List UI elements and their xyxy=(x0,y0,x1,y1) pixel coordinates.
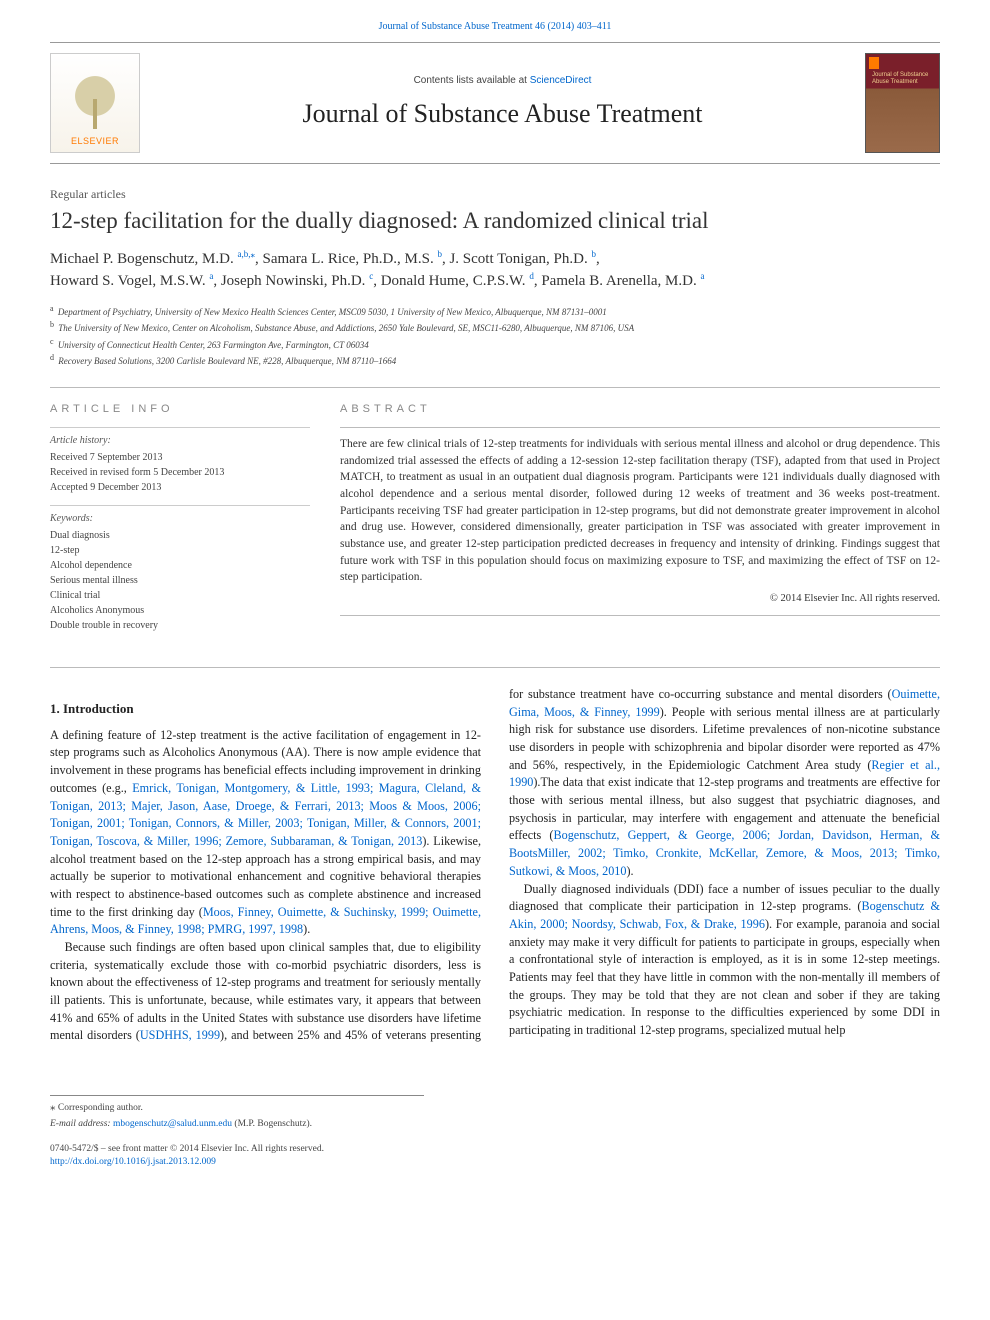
article-title: 12-step facilitation for the dually diag… xyxy=(50,207,940,236)
author: Pamela B. Arenella, M.D. a xyxy=(541,273,704,289)
article-type: Regular articles xyxy=(50,186,940,203)
journal-citation-link[interactable]: Journal of Substance Abuse Treatment 46 … xyxy=(379,21,612,32)
body-text: Because such findings are often based up… xyxy=(50,940,481,1007)
author-affiliation-marker: b xyxy=(592,249,597,259)
keyword: Double trouble in recovery xyxy=(50,618,310,633)
footer-legal: 0740-5472/$ – see front matter © 2014 El… xyxy=(50,1143,940,1170)
publisher-logo[interactable]: ELSEVIER xyxy=(50,53,140,153)
body-rule xyxy=(50,667,940,668)
body-para: A defining feature of 12-step treatment … xyxy=(50,727,481,939)
affiliation-marker: b xyxy=(50,320,54,329)
corresponding-marker[interactable]: ⁎ xyxy=(250,249,255,259)
affiliation-link[interactable]: a,b, xyxy=(237,249,250,259)
author-list: Michael P. Bogenschutz, M.D. a,b,⁎, Sama… xyxy=(50,248,940,293)
affiliation-marker: a xyxy=(50,304,54,313)
history-line: Received 7 September 2013 xyxy=(50,450,310,465)
contents-text: Contents lists available at xyxy=(414,75,530,86)
article-info: article info Article history: Received 7… xyxy=(50,402,310,643)
author: Joseph Nowinski, Ph.D. c xyxy=(221,273,373,289)
email-link[interactable]: mbogenschutz@salud.unm.edu xyxy=(113,1119,232,1129)
author-affiliation-marker: c xyxy=(369,271,373,281)
abstract: abstract There are few clinical trials o… xyxy=(340,402,940,643)
elsevier-tree-icon xyxy=(65,75,125,135)
affiliation-link[interactable]: b xyxy=(592,249,597,259)
affiliation-marker: d xyxy=(50,353,54,362)
abstract-rule-bottom xyxy=(340,615,940,616)
history-head: Article history: xyxy=(50,434,310,448)
author: J. Scott Tonigan, Ph.D. b xyxy=(449,251,596,267)
affiliation-link[interactable]: a xyxy=(700,271,704,281)
journal-cover-thumb[interactable]: Journal of Substance Abuse Treatment xyxy=(865,53,940,153)
body-text: ). xyxy=(627,864,634,878)
article-info-label: article info xyxy=(50,402,310,417)
publisher-label: ELSEVIER xyxy=(71,135,119,148)
author-affiliation-marker: a,b,⁎ xyxy=(237,249,255,259)
contents-available: Contents lists available at ScienceDirec… xyxy=(140,74,865,88)
keyword: 12-step xyxy=(50,543,310,558)
affiliation-link[interactable]: d xyxy=(529,271,534,281)
issn-line: 0740-5472/$ – see front matter © 2014 El… xyxy=(50,1143,940,1156)
author-affiliation-marker: a xyxy=(209,271,213,281)
body-text: ). xyxy=(303,922,310,936)
cover-badge-icon xyxy=(869,57,879,69)
affiliation-marker: c xyxy=(50,337,54,346)
abstract-label: abstract xyxy=(340,402,940,417)
author: Howard S. Vogel, M.S.W. a xyxy=(50,273,213,289)
author-affiliation-marker: a xyxy=(700,271,704,281)
keyword: Serious mental illness xyxy=(50,573,310,588)
email-label: E-mail address: xyxy=(50,1119,111,1129)
body-text: ). For example, paranoia and social anxi… xyxy=(509,917,940,1037)
corr-text: Corresponding author. xyxy=(58,1103,143,1113)
author-affiliation-marker: b xyxy=(437,249,442,259)
author: Michael P. Bogenschutz, M.D. a,b,⁎ xyxy=(50,251,255,267)
affiliation: c University of Connecticut Health Cente… xyxy=(50,336,940,353)
corresponding-footnote: ⁎ Corresponding author. E-mail address: … xyxy=(50,1095,424,1131)
keywords-head: Keywords: xyxy=(50,512,310,526)
history-line: Received in revised form 5 December 2013 xyxy=(50,465,310,480)
keywords: Keywords: Dual diagnosis12-stepAlcohol d… xyxy=(50,505,310,633)
keyword: Alcohol dependence xyxy=(50,558,310,573)
masthead: ELSEVIER Contents lists available at Sci… xyxy=(50,42,940,164)
masthead-center: Contents lists available at ScienceDirec… xyxy=(140,74,865,132)
keyword: Clinical trial xyxy=(50,588,310,603)
keyword: Alcoholics Anonymous xyxy=(50,603,310,618)
abstract-rule xyxy=(340,427,940,428)
citation-link[interactable]: Bogenschutz, Geppert, & George, 2006; Jo… xyxy=(509,828,940,877)
affiliation: b The University of New Mexico, Center o… xyxy=(50,319,940,336)
affiliation: d Recovery Based Solutions, 3200 Carlisl… xyxy=(50,352,940,369)
author: Donald Hume, C.P.S.W. d xyxy=(381,273,534,289)
abstract-copyright: © 2014 Elsevier Inc. All rights reserved… xyxy=(340,592,940,607)
cover-text: Journal of Substance Abuse Treatment xyxy=(872,72,939,85)
history-line: Accepted 9 December 2013 xyxy=(50,480,310,495)
doi-link[interactable]: http://dx.doi.org/10.1016/j.jsat.2013.12… xyxy=(50,1157,216,1167)
journal-name: Journal of Substance Abuse Treatment xyxy=(140,96,865,132)
affiliation: a Department of Psychiatry, University o… xyxy=(50,303,940,320)
article-body: 1. Introduction A defining feature of 12… xyxy=(50,686,940,1045)
affiliation-link[interactable]: c xyxy=(369,271,373,281)
corr-author-label: ⁎ Corresponding author. xyxy=(50,1100,424,1115)
affiliation-link[interactable]: a xyxy=(209,271,213,281)
email-who: (M.P. Bogenschutz). xyxy=(234,1119,312,1129)
corr-email: E-mail address: mbogenschutz@salud.unm.e… xyxy=(50,1118,424,1131)
info-abstract-row: article info Article history: Received 7… xyxy=(50,387,940,643)
journal-citation: Journal of Substance Abuse Treatment 46 … xyxy=(50,20,940,34)
keyword: Dual diagnosis xyxy=(50,528,310,543)
author-affiliation-marker: d xyxy=(529,271,534,281)
abstract-text: There are few clinical trials of 12-step… xyxy=(340,436,940,586)
article-history: Article history: Received 7 September 20… xyxy=(50,427,310,495)
affiliation-link[interactable]: b xyxy=(437,249,442,259)
affiliation-list: a Department of Psychiatry, University o… xyxy=(50,303,940,369)
citation-link[interactable]: USDHHS, 1999 xyxy=(140,1028,220,1042)
author: Samara L. Rice, Ph.D., M.S. b xyxy=(262,251,441,267)
sciencedirect-link[interactable]: ScienceDirect xyxy=(530,75,592,86)
body-para: Dually diagnosed individuals (DDI) face … xyxy=(509,881,940,1040)
section-heading-intro: 1. Introduction xyxy=(50,700,481,719)
